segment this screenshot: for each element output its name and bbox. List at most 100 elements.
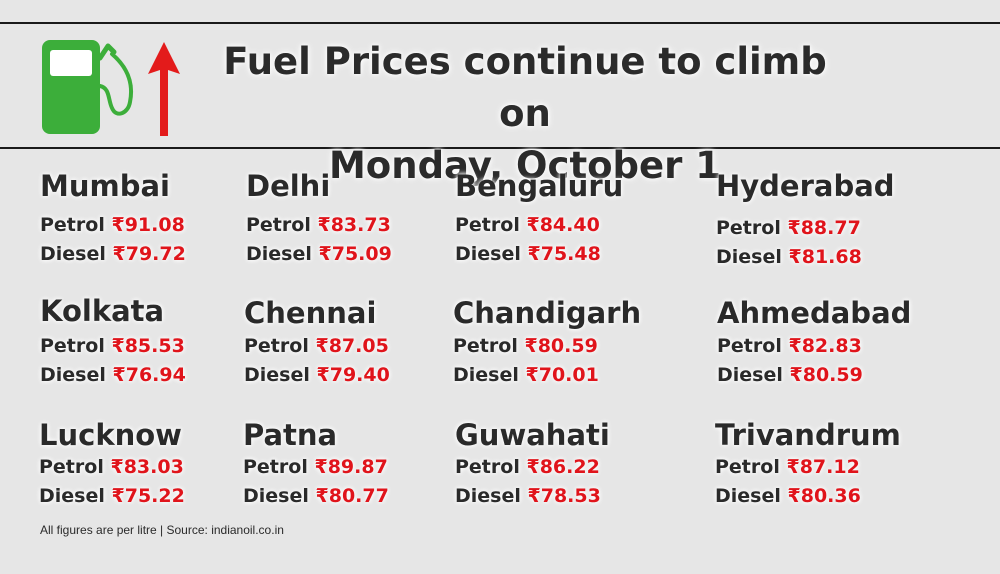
diesel-label: Diesel [717,364,783,386]
diesel-price-row: Diesel ₹76.94 [40,361,186,390]
petrol-value: ₹82.83 [788,335,862,357]
petrol-price-row: Petrol ₹85.53 [40,332,186,361]
petrol-value: ₹87.05 [315,335,389,357]
diesel-price-row: Diesel ₹79.40 [244,361,390,390]
city-card-mumbai: Mumbai Petrol ₹91.08 Diesel ₹79.72 [40,169,186,269]
city-name: Trivandrum [715,418,901,452]
petrol-value: ₹83.03 [110,456,184,478]
diesel-value: ₹78.53 [527,485,601,507]
city-name: Bengaluru [455,169,624,203]
petrol-price-row: Petrol ₹89.87 [243,453,389,482]
city-name: Chandigarh [453,296,642,330]
up-arrow-icon [148,42,180,136]
diesel-value: ₹75.09 [318,243,392,265]
petrol-price-row: Petrol ₹88.77 [716,214,895,243]
petrol-label: Petrol [716,217,781,239]
diesel-price-row: Diesel ₹78.53 [455,482,610,511]
petrol-label: Petrol [246,214,311,236]
city-card-hyderabad: Hyderabad Petrol ₹88.77 Diesel ₹81.68 [716,169,895,272]
city-name: Patna [243,418,338,452]
diesel-label: Diesel [39,485,105,507]
diesel-label: Diesel [455,485,521,507]
header-banner: Fuel Prices continue to climb on Monday,… [0,22,1000,187]
diesel-price-row: Diesel ₹80.77 [243,482,389,511]
petrol-label: Petrol [453,335,518,357]
page-title: Fuel Prices continue to climb on Monday,… [200,36,850,192]
diesel-label: Diesel [243,485,309,507]
diesel-value: ₹80.36 [787,485,861,507]
petrol-value: ₹87.12 [786,456,860,478]
city-name: Mumbai [40,169,170,203]
diesel-price-row: Diesel ₹70.01 [453,361,641,390]
diesel-label: Diesel [246,243,312,265]
petrol-price-row: Petrol ₹82.83 [717,332,911,361]
diesel-label: Diesel [40,364,106,386]
petrol-price-row: Petrol ₹86.22 [455,453,610,482]
diesel-price-row: Diesel ₹75.09 [246,240,392,269]
city-name: Guwahati [455,418,610,452]
city-name: Hyderabad [716,169,895,203]
petrol-label: Petrol [717,335,782,357]
petrol-value: ₹83.73 [317,214,391,236]
source-footnote: All figures are per litre | Source: indi… [40,523,284,537]
diesel-label: Diesel [244,364,310,386]
diesel-value: ₹80.77 [315,485,389,507]
petrol-value: ₹86.22 [526,456,600,478]
diesel-price-row: Diesel ₹75.22 [39,482,185,511]
petrol-label: Petrol [455,214,520,236]
petrol-value: ₹91.08 [111,214,185,236]
diesel-value: ₹79.72 [112,243,186,265]
petrol-price-row: Petrol ₹87.12 [715,453,901,482]
title-line-1: Fuel Prices continue to climb on [223,40,827,135]
city-card-bengaluru: Bengaluru Petrol ₹84.40 Diesel ₹75.48 [455,169,623,269]
city-card-chennai: Chennai Petrol ₹87.05 Diesel ₹79.40 [244,296,390,390]
city-card-delhi: Delhi Petrol ₹83.73 Diesel ₹75.09 [246,169,392,269]
diesel-price-row: Diesel ₹80.36 [715,482,901,511]
city-card-kolkata: Kolkata Petrol ₹85.53 Diesel ₹76.94 [40,294,186,390]
diesel-label: Diesel [715,485,781,507]
petrol-label: Petrol [40,214,105,236]
city-card-patna: Patna Petrol ₹89.87 Diesel ₹80.77 [243,418,389,511]
city-card-lucknow: Lucknow Petrol ₹83.03 Diesel ₹75.22 [39,418,185,511]
diesel-label: Diesel [716,246,782,268]
diesel-value: ₹76.94 [112,364,186,386]
city-card-guwahati: Guwahati Petrol ₹86.22 Diesel ₹78.53 [455,418,610,511]
diesel-price-row: Diesel ₹79.72 [40,240,186,269]
city-name: Lucknow [39,418,182,452]
city-card-trivandrum: Trivandrum Petrol ₹87.12 Diesel ₹80.36 [715,418,901,511]
petrol-label: Petrol [244,335,309,357]
petrol-price-row: Petrol ₹87.05 [244,332,390,361]
fuel-pump-icon [42,40,133,134]
petrol-label: Petrol [455,456,520,478]
city-card-ahmedabad: Ahmedabad Petrol ₹82.83 Diesel ₹80.59 [717,296,911,390]
diesel-label: Diesel [455,243,521,265]
diesel-price-row: Diesel ₹81.68 [716,243,895,272]
petrol-price-row: Petrol ₹91.08 [40,211,186,240]
petrol-value: ₹84.40 [526,214,600,236]
petrol-label: Petrol [715,456,780,478]
city-card-chandigarh: Chandigarh Petrol ₹80.59 Diesel ₹70.01 [453,296,641,390]
petrol-price-row: Petrol ₹83.73 [246,211,392,240]
diesel-label: Diesel [40,243,106,265]
petrol-value: ₹88.77 [787,217,861,239]
petrol-price-row: Petrol ₹84.40 [455,211,623,240]
petrol-value: ₹89.87 [314,456,388,478]
petrol-price-row: Petrol ₹80.59 [453,332,641,361]
diesel-value: ₹75.48 [527,243,601,265]
diesel-price-row: Diesel ₹80.59 [717,361,911,390]
petrol-label: Petrol [243,456,308,478]
diesel-value: ₹81.68 [788,246,862,268]
diesel-label: Diesel [453,364,519,386]
diesel-value: ₹75.22 [111,485,185,507]
title-line-2: Monday, October 1 [328,144,722,187]
petrol-value: ₹85.53 [111,335,185,357]
city-name: Delhi [246,169,331,203]
diesel-value: ₹70.01 [525,364,599,386]
petrol-value: ₹80.59 [524,335,598,357]
petrol-price-row: Petrol ₹83.03 [39,453,185,482]
diesel-value: ₹80.59 [789,364,863,386]
petrol-label: Petrol [39,456,104,478]
petrol-label: Petrol [40,335,105,357]
city-name: Chennai [244,296,377,330]
diesel-value: ₹79.40 [316,364,390,386]
